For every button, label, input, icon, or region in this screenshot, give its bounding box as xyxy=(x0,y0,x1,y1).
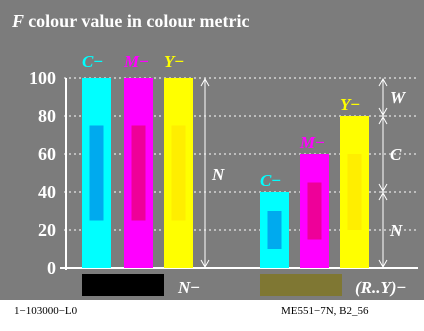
bar-label-m: M− xyxy=(123,52,149,71)
arrow-head xyxy=(378,191,388,201)
bracket-label: W xyxy=(390,88,407,107)
chart-svg: F colour value in colour metric 0 20 40 60 80… xyxy=(11,11,418,297)
swatch-label-1: N− xyxy=(177,278,200,297)
arrow-head xyxy=(200,77,210,87)
bracket-label: C xyxy=(390,145,402,164)
bar-inner-c xyxy=(89,125,104,221)
arrow-head xyxy=(378,259,388,269)
bar-label-y: Y− xyxy=(164,52,184,71)
arrow-head xyxy=(378,183,388,193)
arrow-head xyxy=(200,259,210,269)
bar-label-m: M− xyxy=(299,133,325,152)
y-tick-label: 0 xyxy=(47,258,56,278)
swatch-1 xyxy=(82,274,164,296)
bar-label-c: C− xyxy=(82,52,103,71)
bar-inner-c xyxy=(267,211,282,249)
y-tick-label: 20 xyxy=(38,220,56,240)
bar-inner-y xyxy=(347,154,362,230)
swatch-label-2: (R..Y)− xyxy=(355,278,406,297)
y-tick-label: 60 xyxy=(38,144,56,164)
bar-inner-m xyxy=(307,182,322,240)
chart-title: F colour value in colour metric xyxy=(11,11,250,31)
bracket-label: N xyxy=(389,221,403,240)
y-tick-label: 100 xyxy=(29,68,56,88)
swatch-2 xyxy=(260,274,342,296)
arrow-head xyxy=(378,77,388,87)
arrow-head xyxy=(378,107,388,117)
bar-label-c: C− xyxy=(260,171,281,190)
bar-inner-m xyxy=(131,125,146,221)
arrow-head xyxy=(378,115,388,125)
footer-left: 1−103000−L0 xyxy=(14,305,78,317)
bar-inner-y xyxy=(171,125,186,221)
bar-label-y: Y− xyxy=(340,95,360,114)
y-tick-label: 80 xyxy=(38,106,56,126)
y-tick-label: 40 xyxy=(38,182,56,202)
bracket-label: N xyxy=(211,165,225,184)
footer-right: ME551−7N, B2_56 xyxy=(281,305,369,317)
